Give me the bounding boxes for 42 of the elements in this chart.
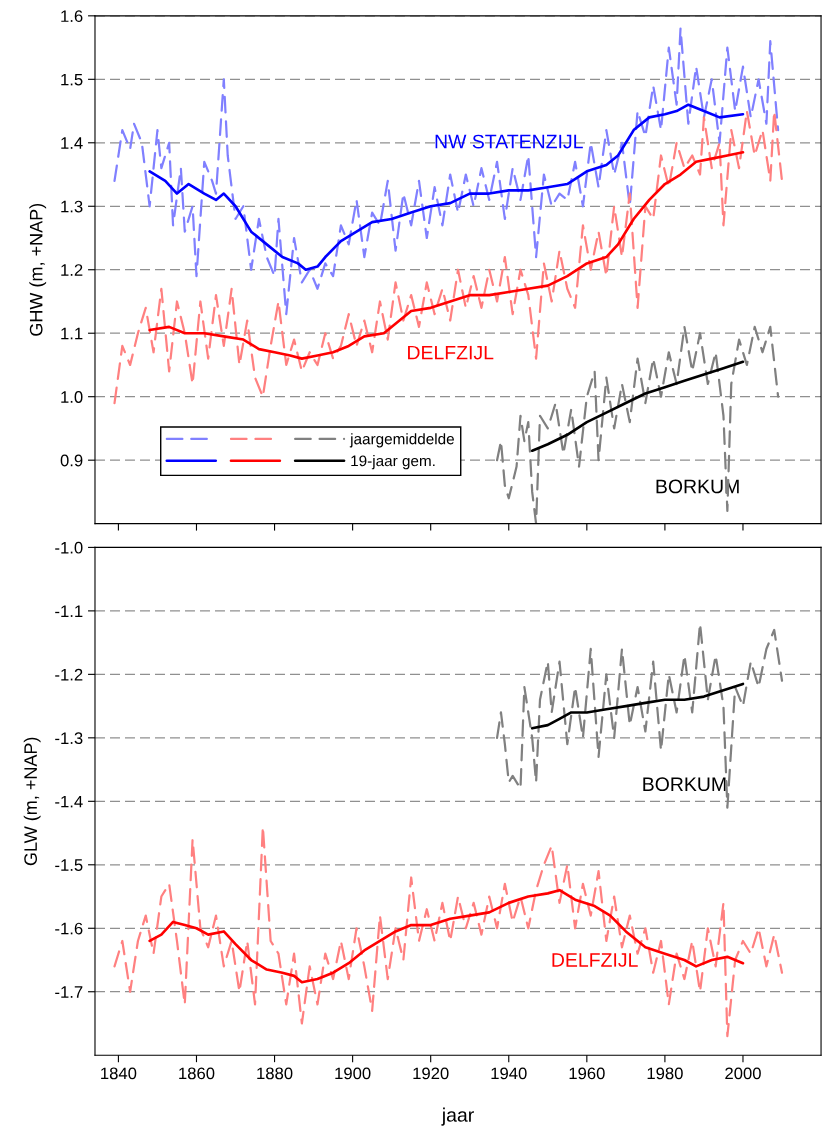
x-tick-label: 1940 (491, 1067, 527, 1080)
line-series (148, 103, 745, 272)
y-tick-label: 1.3 (61, 200, 83, 213)
y-tick-label: -1.5 (55, 859, 83, 871)
x-tick-label: 1840 (101, 1067, 137, 1080)
x-axis-title: jaar (441, 1107, 474, 1126)
y-tick-label: 0.9 (60, 454, 83, 467)
series-label: DELFZIJL (552, 953, 638, 967)
y-tick-label: 1.6 (61, 10, 83, 23)
x-tick-label: 1920 (413, 1067, 449, 1080)
line-series (530, 682, 745, 730)
y-tick-label: 1.0 (61, 391, 83, 403)
y-tick-label: 1.4 (61, 137, 83, 149)
line-series (495, 325, 780, 524)
x-tick-label: 1860 (179, 1067, 215, 1080)
line-series (530, 360, 745, 452)
x-tick-label: 1880 (257, 1067, 293, 1080)
y-axis-title: GHW (m, +NAP) (29, 203, 47, 336)
x-tick-label: 1900 (335, 1067, 371, 1080)
y-tick-label: -1.1 (55, 605, 83, 617)
y-tick-label: 1.5 (61, 73, 83, 86)
y-tick-label: -1.4 (55, 795, 83, 808)
x-tick-label: 1960 (569, 1067, 605, 1080)
line-series (148, 888, 745, 984)
series-label: NW STATENZIJL (435, 134, 583, 149)
y-tick-label: 1.2 (61, 264, 83, 276)
y-tick-label: -1.7 (55, 986, 83, 998)
series-label: DELFZIJL (408, 345, 494, 360)
y-tick-label: 1.1 (61, 327, 83, 340)
y-axis-title: GLW (m, +NAP) (23, 737, 41, 866)
line-series (148, 150, 745, 360)
legend-label: jaargemiddelde (349, 433, 454, 448)
y-tick-label: -1.6 (55, 922, 83, 935)
legend-label: 19-jaar gem. (351, 455, 435, 470)
y-tick-label: -1.0 (55, 541, 83, 554)
x-tick-label: 1980 (647, 1067, 683, 1080)
x-tick-label: 2000 (725, 1067, 761, 1080)
line-series (113, 109, 784, 405)
y-tick-label: -1.2 (55, 668, 83, 681)
line-series (113, 27, 780, 316)
text: BORKUM (643, 777, 726, 792)
y-tick-label: -1.3 (55, 732, 83, 745)
